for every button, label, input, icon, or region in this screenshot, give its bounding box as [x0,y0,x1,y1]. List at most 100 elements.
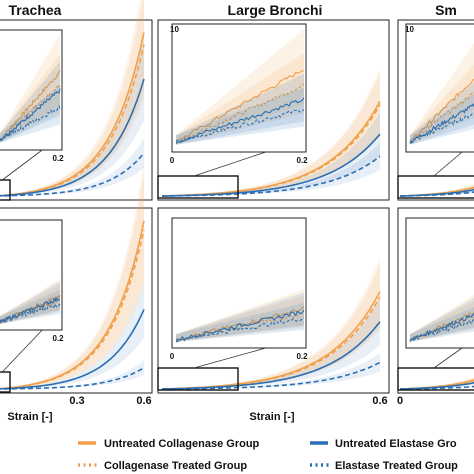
panel-title-large-bronchi: Large Bronchi [228,2,323,18]
inset-band-0 [410,43,474,145]
inset-band-2 [0,281,60,324]
panel-trachea-r1: 0.2 [0,162,153,394]
inset-y-tick-label-10: 10 [170,25,179,34]
zoom-box [397,175,474,199]
inset-panel: 10 [405,23,474,153]
panel-large-bronchi-r0: 0 0.2 10 [157,19,390,201]
inset-band-1 [410,301,474,342]
zoom-box [0,371,11,393]
zoom-connector [193,347,266,369]
inset-panel: 0 0.2 [170,217,308,361]
inset-band-3 [0,290,60,324]
x-tick-label-left-0.6: 0.6 [136,395,151,407]
panel-sm-r0: 10 [397,19,474,201]
inset-frame [171,217,307,349]
zoom-box [157,367,239,391]
panel-trachea-r0: 0.2 [0,0,153,201]
series-band-2 [0,38,144,196]
legend-label-untreated-elastase: Untreated Elastase Gro [335,438,457,450]
inset-line-3 [175,109,305,142]
inset-x-tick-label-0.2: 0.2 [52,154,64,163]
panel-sm-r1 [397,207,474,394]
series-line-3 [162,361,381,390]
series-line-2 [0,78,145,197]
series-line-2 [0,309,145,390]
zoom-connector [2,329,43,373]
legend-label-untreated-collagenase: Untreated Collagenase Group [104,438,260,450]
inset-frame [171,23,307,153]
inset-line-2 [409,312,474,342]
zoom-connector [433,151,463,177]
x-tick-label-left-0.3: 0.3 [69,395,84,407]
series-line-1 [0,229,145,390]
inset-band-1 [176,53,304,145]
inset-band-3 [176,87,304,145]
inset-line-3 [0,105,61,141]
inset-x-tick-label-0.2: 0.2 [52,334,64,343]
inset-band-1 [0,53,60,143]
inset-panel: 0.2 [0,29,64,163]
inset-band-0 [176,29,304,145]
zoom-box [157,175,239,199]
inset-frame [0,29,63,151]
x-tick-label-right-0: 0 [397,395,403,407]
x-axis-label-left: Strain [-] [7,411,53,423]
legend-label-elastase-treated: Elastase Treated Group [335,460,458,472]
panel-title-trachea: Trachea [9,2,62,18]
inset-band-2 [0,61,60,143]
inset-frame [405,23,474,153]
inset-line-3 [409,318,474,342]
inset-line-0 [175,70,305,143]
inset-line-3 [0,302,61,324]
inset-line-3 [409,112,474,144]
series-band-1 [0,0,144,196]
series-band-0 [0,0,144,196]
inset-band-2 [410,81,474,145]
inset-x-tick-label-0: 0 [170,352,175,361]
zoom-box [0,179,11,201]
inset-line-2 [0,296,61,323]
inset-y-tick-label-10: 10 [405,25,414,34]
inset-band-3 [410,93,474,145]
inset-panel: 0.2 [0,219,64,343]
series-line-3 [0,367,145,390]
inset-band-1 [176,295,304,342]
zoom-connector [193,151,266,177]
panel-title-small: Sm [435,2,457,18]
inset-x-tick-label-0: 0 [170,156,175,165]
inset-band-0 [176,289,304,342]
legend: Untreated Collagenase Group Collagenase … [78,438,458,472]
zoom-connector [2,149,43,181]
inset-band-0 [410,295,474,342]
series-band-1 [0,173,144,389]
inset-line-0 [0,69,61,141]
inset-x-tick-label-0.2: 0.2 [296,352,308,361]
inset-panel: 0 0.2 10 [170,23,308,165]
series-line-3 [399,191,474,197]
inset-line-2 [0,88,61,142]
legend-label-collagenase-treated: Collagenase Treated Group [104,460,247,472]
zoom-box [397,367,474,391]
inset-line-1 [175,83,305,144]
series-line-3 [0,152,145,197]
inset-line-0 [409,78,474,143]
panel-large-bronchi-r1: 0 0.2 [157,207,390,394]
series-line-3 [400,385,474,390]
panels-layer: 0.2 0 0.210 100.20 0.2 [0,0,474,394]
inset-band-2 [176,73,304,145]
inset-line-1 [409,92,474,144]
inset-band-3 [176,302,304,342]
inset-band-2 [176,292,304,342]
x-tick-label-mid-0.6: 0.6 [372,395,387,407]
inset-panel [405,217,474,349]
zoom-connector [433,347,463,369]
inset-line-2 [409,103,474,144]
inset-line-2 [175,309,305,342]
inset-x-tick-label-0.2: 0.2 [296,156,308,165]
inset-band-3 [410,307,474,342]
inset-band-0 [0,34,60,143]
inset-band-3 [0,85,60,143]
inset-band-1 [410,64,474,145]
x-axis-label-mid: Strain [-] [249,411,295,423]
